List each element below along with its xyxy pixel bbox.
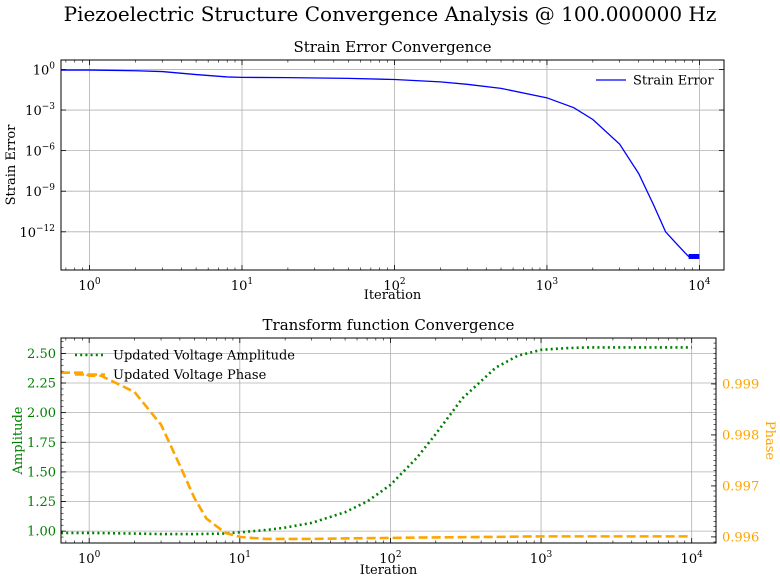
- strain-error-line: [61, 69, 700, 258]
- transform-axes-frame: [60, 337, 717, 544]
- strain-x-tick-label-base: 10: [78, 279, 95, 294]
- strain-y-tick-label-exponent: −12: [36, 224, 55, 234]
- strain-y-tick-label-base: 10: [25, 185, 42, 200]
- transform-left-y-tick-label: 1.25: [27, 495, 56, 510]
- transform-x-tick-label: 103: [530, 550, 553, 567]
- strain-x-tick-label-base: 10: [536, 279, 553, 294]
- strain-x-tick-label-exponent: 3: [552, 277, 558, 287]
- transform-legend: Updated Voltage Amplitude Updated Voltage…: [75, 349, 295, 383]
- transform-x-tick-label-exponent: 2: [396, 550, 402, 560]
- transform-x-axis-label: Iteration: [360, 563, 418, 578]
- strain-legend-label: Strain Error: [633, 74, 715, 89]
- transform-left-y-tick-label: 1.00: [27, 525, 56, 540]
- strain-y-tick-label: 10−9: [25, 183, 55, 200]
- strain-y-tick-label-exponent: −9: [42, 183, 56, 193]
- strain-y-tick-label: 10−6: [25, 143, 55, 160]
- transform-chart-title: Transform function Convergence: [263, 316, 515, 334]
- transform-right-y-tick-label: 0.998: [722, 428, 759, 443]
- strain-x-tick-label-base: 10: [231, 279, 248, 294]
- transform-left-y-tick-label: 2.50: [27, 347, 56, 362]
- strain-y-axis-label: Strain Error: [4, 124, 19, 206]
- transform-x-tick-label: 101: [229, 550, 251, 567]
- strain-legend: Strain Error: [596, 74, 715, 89]
- strain-axes-frame: [60, 59, 725, 271]
- strain-x-tick-label: 101: [231, 277, 253, 294]
- strain-y-tick-label-base: 10: [25, 145, 42, 160]
- transform-right-y-tick-label: 0.997: [722, 479, 759, 494]
- strain-y-tick-label: 10−12: [19, 224, 55, 241]
- strain-x-tick-label-exponent: 4: [705, 277, 711, 287]
- strain-y-tick-label-base: 10: [25, 104, 42, 119]
- transform-x-tick-label-exponent: 1: [245, 550, 251, 560]
- transform-x-tick-label-exponent: 0: [95, 550, 101, 560]
- strain-x-tick-label: 103: [536, 277, 559, 294]
- transform-x-tick-label-base: 10: [78, 552, 95, 567]
- strain-x-tick-label: 100: [78, 277, 101, 294]
- strain-y-tick-label-exponent: −6: [42, 143, 56, 153]
- transform-x-tick-label-base: 10: [681, 552, 698, 567]
- transform-legend-label: Updated Voltage Amplitude: [113, 349, 295, 364]
- strain-x-tick-label-exponent: 2: [400, 277, 406, 287]
- transform-left-y-tick-label: 1.75: [27, 436, 56, 451]
- transform-right-y-tick-label: 0.999: [722, 377, 759, 392]
- figure-suptitle: Piezoelectric Structure Convergence Anal…: [64, 2, 717, 26]
- transform-x-tick-label: 104: [681, 550, 704, 567]
- voltage-phase-line: [61, 371, 692, 541]
- transform-x-tick-label-base: 10: [379, 552, 396, 567]
- strain-x-tick-label-base: 10: [688, 279, 705, 294]
- transform-x-tick-label-exponent: 4: [697, 550, 703, 560]
- strain-x-tick-label: 102: [383, 277, 405, 294]
- strain-x-tick-label-exponent: 0: [95, 277, 101, 287]
- strain-error-noise-band: [688, 253, 700, 259]
- strain-y-tick-label-base: 10: [33, 63, 50, 78]
- strain-x-tick-label-base: 10: [383, 279, 400, 294]
- transform-left-y-tick-label: 1.50: [27, 465, 56, 480]
- transform-left-y-tick-label: 2.25: [27, 377, 56, 392]
- strain-y-tick-label-exponent: 0: [49, 61, 55, 71]
- strain-y-tick-label: 100: [33, 61, 56, 78]
- strain-y-tick-label-exponent: −3: [42, 102, 56, 112]
- transform-x-tick-label-base: 10: [229, 552, 246, 567]
- strain-x-axis-label: Iteration: [364, 288, 422, 303]
- transform-x-tick-label-base: 10: [530, 552, 547, 567]
- transform-legend-label: Updated Voltage Phase: [113, 368, 267, 383]
- transform-x-tick-label: 100: [78, 550, 101, 567]
- amplitude-axis-label: Amplitude: [11, 406, 26, 475]
- phase-axis-label: Phase: [762, 421, 777, 461]
- transform-right-y-tick-label: 0.996: [722, 530, 759, 545]
- strain-x-tick-label-exponent: 1: [247, 277, 253, 287]
- strain-chart-title: Strain Error Convergence: [293, 38, 491, 56]
- transform-left-y-tick-label: 2.00: [27, 406, 56, 421]
- transform-x-tick-label-exponent: 3: [546, 550, 552, 560]
- strain-y-tick-label: 10−3: [25, 102, 55, 119]
- strain-x-tick-label: 104: [688, 277, 711, 294]
- strain-y-tick-label-base: 10: [19, 226, 36, 241]
- transform-x-tick-label: 102: [379, 550, 401, 567]
